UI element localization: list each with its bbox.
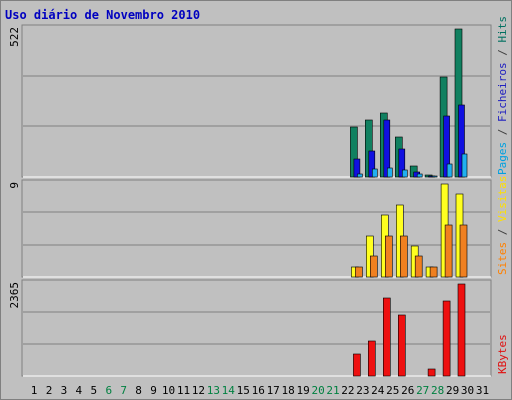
x-tick-label: 23: [356, 384, 369, 397]
x-tick-label: 25: [386, 384, 399, 397]
x-tick-label: 1: [31, 384, 38, 397]
bar-hits-ficheiros-day-24: [368, 150, 376, 178]
x-tick-label: 27: [416, 384, 429, 397]
legend-entry: Pages: [496, 142, 509, 175]
bar-visits-sites-day-28: [429, 266, 438, 278]
panel-hits-background: [21, 24, 492, 178]
x-tick-label: 26: [401, 384, 414, 397]
series-kbytes: [353, 283, 466, 377]
x-tick-label: 21: [326, 384, 339, 397]
x-tick-label: 24: [371, 384, 385, 397]
bar-kbytes-kbytes-day-28: [427, 368, 436, 377]
bar-kbytes-kbytes-day-23: [353, 353, 361, 377]
bar-hits-ficheiros-day-26: [398, 148, 406, 178]
chart-panels: 522 Pages / Ficheiros / Hits 9 Sites / Visi…: [8, 16, 509, 377]
legend-entry: /: [496, 43, 509, 63]
x-tick-label: 29: [446, 384, 459, 397]
panel-visits: 9 Sites / Visitas: [8, 176, 509, 278]
bar-visits-sites-day-30: [459, 224, 468, 278]
x-tick-label: 9: [150, 384, 157, 397]
legend-entry: Hits: [496, 16, 509, 43]
x-tick-label: 12: [192, 384, 205, 397]
x-tick-label: 20: [311, 384, 324, 397]
x-tick-label: 10: [162, 384, 175, 397]
panel-visits-max-label: 9: [8, 182, 21, 189]
bar-visits-sites-day-29: [444, 224, 453, 278]
bar-hits-pages-day-23: [357, 173, 363, 178]
x-tick-label: 11: [177, 384, 190, 397]
legend-entry: Sites: [496, 242, 509, 275]
panel-hits-max-label: 522: [8, 27, 21, 47]
x-axis-day-labels: 1 2 3 4 5 6 7 8 9 10 11 12 13 14 15 16 17 18 19 20 21 22 23 24 2…: [31, 384, 489, 397]
bar-hits-pages-day-26: [401, 169, 408, 178]
bar-kbytes-kbytes-day-24: [367, 340, 376, 377]
x-tick-label: 3: [61, 384, 68, 397]
x-tick-label: 28: [431, 384, 444, 397]
legend-entry: Visitas: [496, 176, 509, 222]
panel-hits: 522 Pages / Ficheiros / Hits: [8, 16, 509, 178]
x-tick-label: 4: [75, 384, 82, 397]
bar-hits-ficheiros-day-25: [383, 119, 391, 178]
panel-kbytes-legend: KBytes: [496, 334, 509, 374]
panel-kbytes-background: [21, 279, 492, 377]
x-tick-label: 8: [135, 384, 142, 397]
bar-hits-ficheiros-day-23: [353, 158, 361, 178]
panel-kbytes-max-label: 2365: [8, 282, 21, 309]
panel-visits-legend: Sites / Visitas: [496, 176, 509, 275]
bar-hits-ficheiros-day-30: [458, 104, 465, 178]
bar-kbytes-kbytes-day-26: [397, 314, 406, 377]
bar-kbytes-kbytes-day-30: [457, 283, 466, 377]
bar-visits-sites-day-26: [399, 235, 408, 278]
bar-hits-pages-day-25: [386, 167, 393, 178]
bar-hits-pages-day-28: [431, 175, 438, 178]
x-tick-label: 2: [46, 384, 53, 397]
panel-kbytes: 2365 KBytes: [8, 279, 509, 377]
series-pages: [357, 153, 468, 178]
bar-hits-pages-day-27: [416, 173, 423, 178]
x-tick-label: 30: [461, 384, 474, 397]
legend-entry: Ficheiros: [496, 62, 509, 122]
bar-hits-pages-day-24: [371, 168, 378, 178]
bar-visits-sites-day-24: [369, 255, 378, 278]
x-tick-label: 22: [341, 384, 354, 397]
series-sites: [355, 224, 468, 278]
bar-visits-sites-day-23: [355, 266, 363, 278]
x-tick-label: 14: [222, 384, 236, 397]
series-visitas: [351, 183, 464, 278]
bar-visits-sites-day-25: [384, 235, 393, 278]
bar-hits-pages-day-29: [446, 163, 453, 178]
x-tick-label: 13: [207, 384, 220, 397]
x-tick-label: 15: [237, 384, 250, 397]
bar-kbytes-kbytes-day-29: [442, 300, 451, 377]
x-tick-label: 5: [90, 384, 97, 397]
chart-title: Uso diário de Novembro 2010: [5, 8, 200, 22]
bar-kbytes-kbytes-day-25: [382, 297, 391, 377]
legend-entry: /: [496, 222, 509, 242]
x-tick-label: 7: [120, 384, 127, 397]
bar-hits-ficheiros-day-29: [443, 115, 450, 178]
series-ficheiros: [353, 104, 465, 178]
bar-hits-pages-day-30: [461, 153, 468, 178]
legend-entry: /: [496, 122, 509, 142]
x-tick-label: 18: [281, 384, 294, 397]
x-tick-label: 6: [105, 384, 112, 397]
x-tick-label: 31: [476, 384, 489, 397]
x-tick-label: 17: [267, 384, 280, 397]
legend-entry: KBytes: [496, 334, 509, 374]
x-tick-label: 19: [296, 384, 309, 397]
panel-hits-legend: Pages / Ficheiros / Hits: [496, 16, 509, 175]
bar-visits-sites-day-27: [414, 255, 423, 278]
x-tick-label: 16: [252, 384, 265, 397]
